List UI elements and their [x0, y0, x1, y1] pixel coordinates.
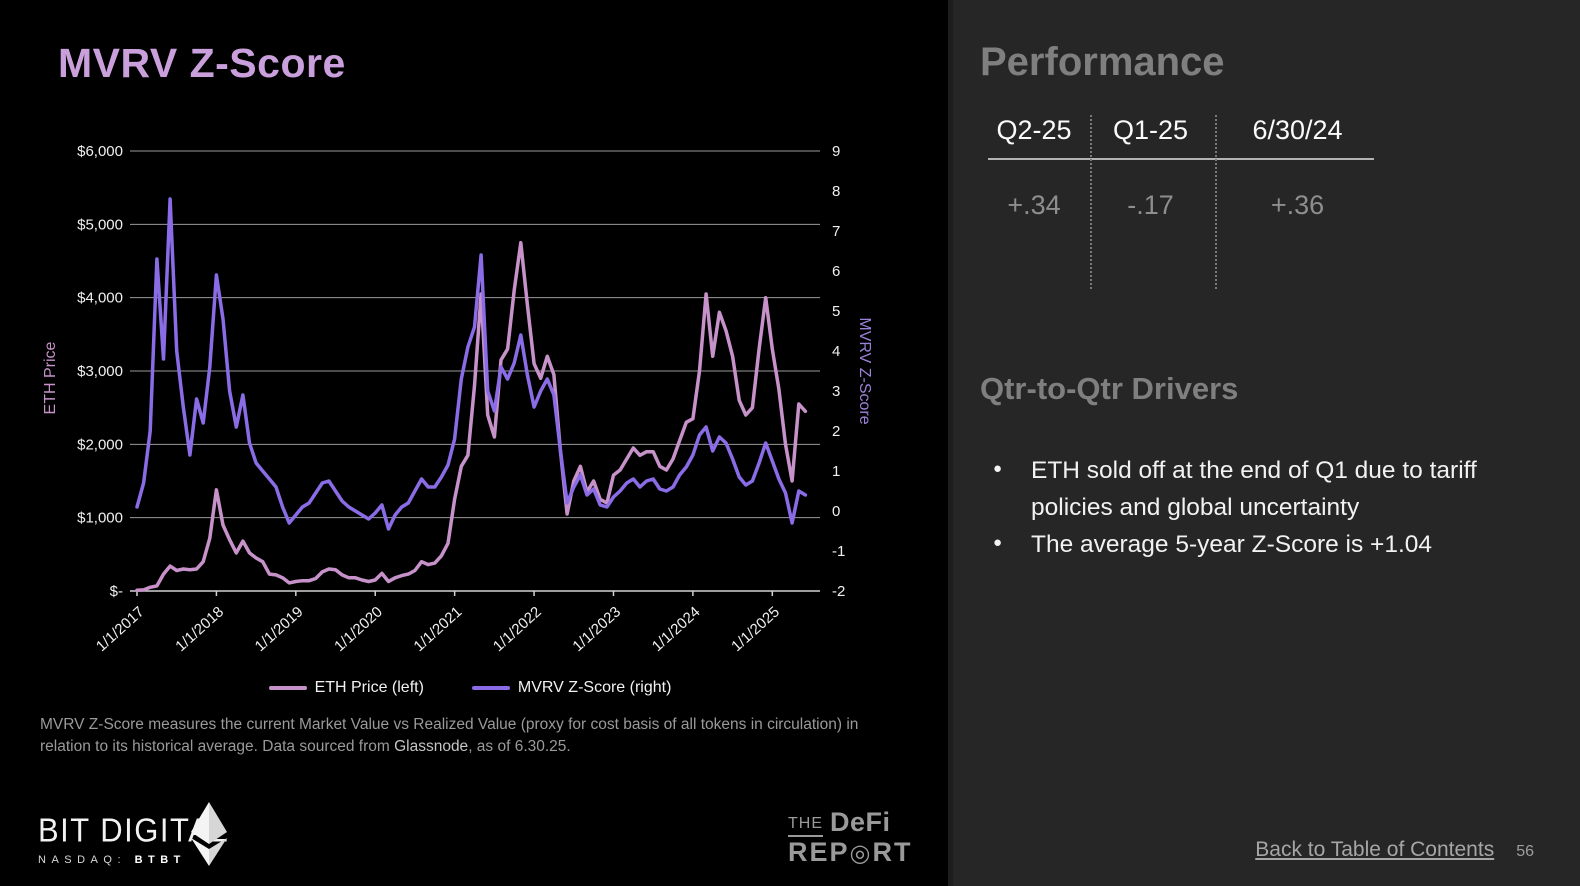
exchange-label: NASDAQ: — [38, 854, 127, 866]
svg-text:-2: -2 — [832, 583, 845, 600]
svg-text:$2,000: $2,000 — [77, 436, 123, 453]
performance-heading: Performance — [980, 40, 1225, 84]
page-number: 56 — [1516, 843, 1534, 860]
page-title: MVRV Z-Score — [58, 40, 346, 86]
svg-text:2: 2 — [832, 423, 840, 440]
legend-item-eth-price: ETH Price (left) — [268, 679, 424, 697]
footnote-line2-end: , as of 6.30.25. — [468, 738, 571, 755]
svg-text:1/1/2020: 1/1/2020 — [331, 603, 386, 655]
svg-text:1/1/2023: 1/1/2023 — [569, 603, 624, 655]
svg-text:6: 6 — [832, 263, 840, 280]
svg-text:7: 7 — [832, 223, 840, 240]
svg-text:1/1/2024: 1/1/2024 — [649, 603, 704, 655]
svg-text:$1,000: $1,000 — [77, 510, 123, 527]
svg-text:$6,000: $6,000 — [77, 143, 123, 160]
mvrv-zscore-chart: $6,000 $5,000 $4,000 $3,000 $2,000 $1,000 $- 9 8… — [42, 143, 873, 655]
col-header-6-30-24: 6/30/24 — [1252, 115, 1343, 145]
panel-footer: Back to Table of Contents 56 — [1255, 838, 1534, 862]
svg-text:MVRV Z-Score: MVRV Z-Score — [856, 317, 873, 424]
table-divider — [1215, 115, 1217, 289]
bullseye-icon: ◎ — [849, 839, 873, 867]
driver-text: ETH sold off at the end of Q1 due to tar… — [1031, 457, 1477, 521]
svg-text:1/1/2025: 1/1/2025 — [728, 603, 783, 655]
svg-text:1/1/2017: 1/1/2017 — [93, 603, 148, 655]
eth-price-line-swatch — [268, 686, 307, 690]
performance-table-value-row: +.34 -.17 +.36 — [980, 190, 1382, 221]
mvrv-line-swatch — [471, 686, 510, 690]
svg-text:4: 4 — [832, 343, 840, 360]
chart-legend: ETH Price (left) MVRV Z-Score (right) — [30, 679, 910, 697]
footnote-line1: MVRV Z-Score measures the current Market… — [40, 716, 859, 733]
svg-text:8: 8 — [832, 183, 840, 200]
svg-text:1: 1 — [832, 463, 840, 480]
ethereum-icon — [191, 802, 227, 866]
defi-logo-rep: REP — [788, 836, 850, 867]
svg-text:9: 9 — [832, 143, 840, 160]
svg-text:-1: -1 — [832, 543, 845, 560]
footnote-line2: relation to its historical average. Data… — [40, 738, 395, 755]
nasdaq-ticker: NASDAQ: BTBT — [38, 854, 229, 866]
defi-logo-rt: RT — [872, 836, 913, 867]
back-to-toc-link[interactable]: Back to Table of Contents — [1255, 838, 1495, 861]
svg-text:1/1/2021: 1/1/2021 — [411, 603, 466, 655]
svg-text:$-: $- — [110, 583, 123, 600]
header-underline — [988, 158, 1374, 160]
svg-text:1/1/2022: 1/1/2022 — [490, 603, 545, 655]
chart-footnote: MVRV Z-Score measures the current Market… — [40, 714, 918, 758]
col-header-q2-25: Q2-25 — [996, 115, 1072, 145]
defi-report-logo: THE DeFi REP◎RT — [788, 808, 912, 866]
driver-bullet-item: ETH sold off at the end of Q1 due to tar… — [991, 453, 1519, 527]
svg-text:$5,000: $5,000 — [77, 216, 123, 233]
col-header-q1-25: Q1-25 — [1112, 115, 1189, 145]
svg-text:ETH Price: ETH Price — [42, 341, 59, 414]
drivers-heading: Qtr-to-Qtr Drivers — [980, 371, 1239, 406]
value-q2-25: +.34 — [1007, 190, 1061, 220]
legend-label: MVRV Z-Score (right) — [517, 679, 672, 696]
performance-table-header-row: Q2-25 Q1-25 6/30/24 — [980, 115, 1382, 158]
defi-logo-defi: DeFi — [830, 807, 891, 838]
chart-slide-section: MVRV Z-Score $6,000 $5,000 $4,000 $3,000 $2,… — [30, 40, 918, 866]
legend-item-mvrv: MVRV Z-Score (right) — [471, 679, 672, 697]
glassnode-source: Glassnode — [394, 738, 469, 755]
svg-text:1/1/2019: 1/1/2019 — [252, 603, 307, 655]
performance-table: Q2-25 Q1-25 6/30/24 +.34 -.17 +.36 — [980, 115, 1382, 291]
legend-label: ETH Price (left) — [314, 679, 424, 696]
defi-logo-report: REP◎RT — [788, 836, 913, 867]
defi-logo-the: THE — [788, 815, 823, 837]
svg-text:$4,000: $4,000 — [77, 290, 123, 307]
svg-text:3: 3 — [832, 383, 840, 400]
commentary-panel: Performance Q2-25 Q1-25 6/30/24 +.34 -.1… — [948, 0, 1580, 886]
drivers-list: ETH sold off at the end of Q1 due to tar… — [991, 453, 1519, 563]
driver-bullet-item: The average 5-year Z-Score is +1.04 — [991, 527, 1519, 564]
svg-text:$3,000: $3,000 — [77, 363, 123, 380]
ticker-symbol: BTBT — [134, 854, 186, 866]
driver-text: The average 5-year Z-Score is +1.04 — [1031, 530, 1433, 558]
svg-text:5: 5 — [832, 303, 840, 320]
table-divider — [1090, 115, 1092, 289]
value-6-30-24: +.36 — [1270, 190, 1325, 220]
value-q1-25: -.17 — [1127, 190, 1174, 220]
svg-text:1/1/2018: 1/1/2018 — [172, 603, 227, 655]
svg-text:0: 0 — [832, 503, 840, 520]
